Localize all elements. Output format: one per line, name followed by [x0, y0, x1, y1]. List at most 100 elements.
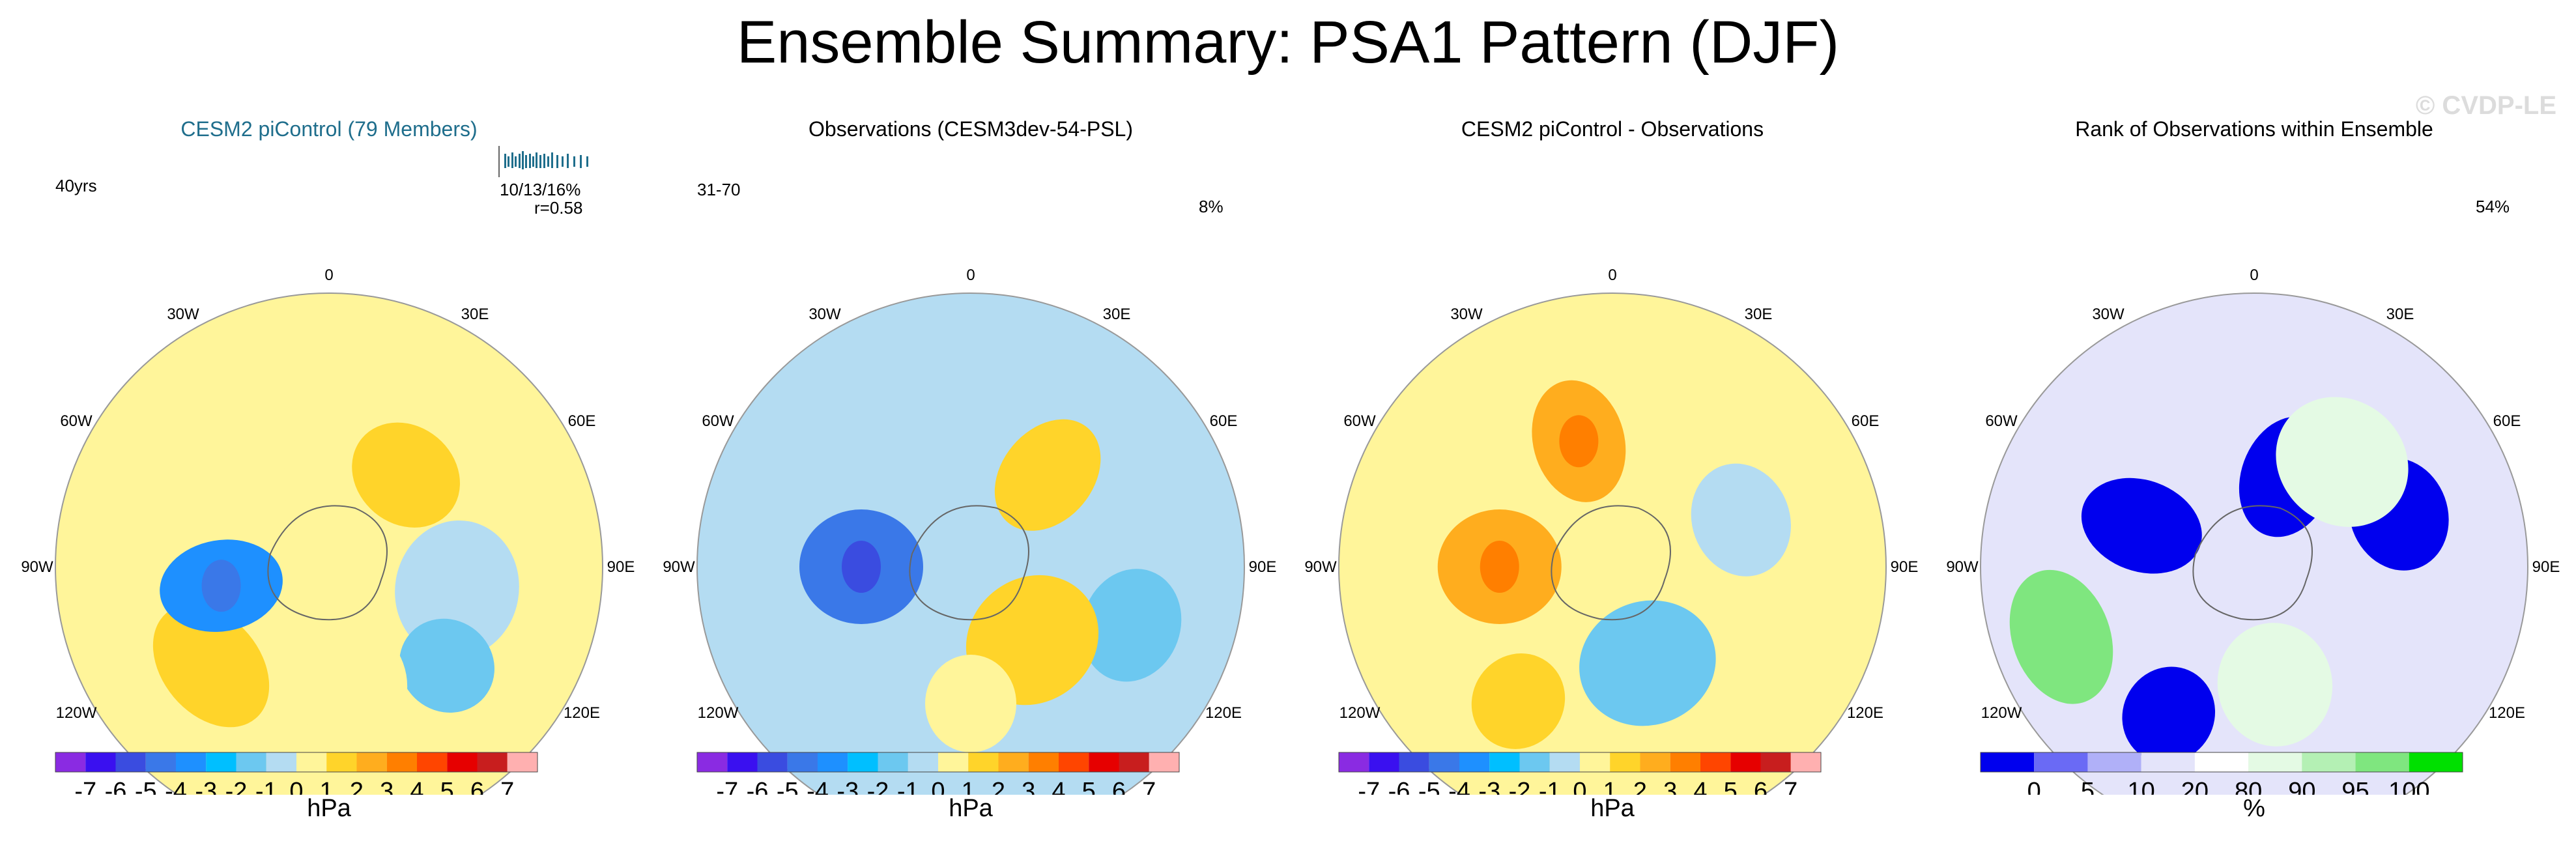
colorbar-units: hPa	[307, 795, 351, 822]
colorbar-bin	[727, 752, 758, 772]
colorbar-bin	[2302, 752, 2356, 772]
colorbar-tick: -6	[105, 778, 127, 795]
page-title: Ensemble Summary: PSA1 Pattern (DJF)	[736, 9, 1840, 76]
field-anomaly	[2122, 666, 2216, 763]
colorbar-bin	[296, 752, 327, 772]
colorbar-bin	[1700, 752, 1731, 772]
colorbar-tick: 7	[1142, 778, 1156, 795]
lon-label: 120W	[56, 704, 97, 722]
colorbar-tick: 4	[410, 778, 423, 795]
colorbar-bin	[1670, 752, 1700, 772]
colorbar-bin	[908, 752, 938, 772]
colorbar-units: hPa	[1590, 795, 1635, 822]
lon-label: 120W	[1339, 704, 1381, 722]
field-anomaly	[1691, 463, 1791, 577]
colorbar-bin	[697, 752, 728, 772]
colorbar-tick: 10	[2128, 778, 2155, 795]
colorbar-bin	[1610, 752, 1640, 772]
lon-label: 90W	[1304, 558, 1337, 576]
colorbar-tick: 5	[440, 778, 454, 795]
lon-label: 30E	[1745, 306, 1773, 323]
years-label: 31-70	[697, 180, 741, 199]
colorbar-tick: 5	[1082, 778, 1096, 795]
lon-label: 60W	[1343, 412, 1376, 430]
panel-ensemble-mean: CESM2 piControl (79 Members) 40yrs 10/13…	[10, 117, 648, 834]
colorbar-bin	[1339, 752, 1369, 772]
colorbar-bin	[176, 752, 207, 772]
panel-difference: CESM2 piControl - Observations 0 30E 60E 90…	[1293, 117, 1932, 834]
panel-rank: Rank of Observations within Ensemble 54%…	[1935, 117, 2573, 834]
colorbar-bin	[85, 752, 116, 772]
colorbar-tick: 3	[1663, 778, 1677, 795]
colorbar-bin	[2355, 752, 2409, 772]
lon-label: 90W	[663, 558, 695, 576]
colorbar-bin	[787, 752, 818, 772]
field-anomaly	[352, 422, 460, 528]
colorbar-tick: 7	[500, 778, 514, 795]
lon-label: 120W	[1981, 704, 2022, 722]
field-anomaly	[2081, 478, 2202, 574]
colorbar-bin	[1730, 752, 1761, 772]
colorbar-tick: -6	[747, 778, 769, 795]
colorbar-bin	[1028, 752, 1059, 772]
colorbar-tick: 4	[1693, 778, 1707, 795]
colorbar-bin	[1790, 752, 1821, 772]
colorbar-bin	[1429, 752, 1459, 772]
colorbar-bin	[2248, 752, 2302, 772]
lon-label: 30W	[2092, 306, 2125, 323]
field-anomaly	[1471, 653, 1566, 749]
lon-label: 60W	[1985, 412, 2018, 430]
colorbar-bin	[326, 752, 357, 772]
field-core	[842, 541, 881, 593]
colorbar-tick: 4	[1052, 778, 1065, 795]
colorbar-bin	[1059, 752, 1089, 772]
lon-label: 0	[1608, 266, 1616, 284]
field-anomaly	[994, 419, 1101, 531]
colorbar-tick: -7	[1358, 778, 1380, 795]
colorbar-bin	[2141, 752, 2195, 772]
colorbar-bin	[848, 752, 878, 772]
colorbar-tick: -6	[1388, 778, 1410, 795]
colorbar-bin	[2034, 752, 2088, 772]
colorbar-bin	[1760, 752, 1791, 772]
colorbar-frame	[1338, 752, 1822, 773]
colorbar-bin	[507, 752, 537, 772]
colorbar-tick: -2	[1509, 778, 1531, 795]
lon-label: 0	[2250, 266, 2258, 284]
colorbar-bin	[1640, 752, 1670, 772]
colorbar-tick: -1	[1539, 778, 1561, 795]
colorbar-tick: 6	[1112, 778, 1126, 795]
field-anomaly	[399, 618, 494, 713]
lon-label: 0	[966, 266, 975, 284]
colorbar-tick: 5	[2081, 778, 2095, 795]
colorbar-tick: 80	[2235, 778, 2262, 795]
colorbar-bin	[938, 752, 969, 772]
colorbar-bin	[1119, 752, 1149, 772]
colorbar-bin	[1399, 752, 1429, 772]
colorbar-tick: -5	[135, 778, 157, 795]
colorbar-tick: 3	[380, 778, 394, 795]
field-anomaly	[925, 655, 1016, 752]
panel-title: CESM2 piControl - Observations	[1461, 117, 1764, 141]
rank-percent: 54%	[2476, 197, 2510, 216]
colorbar-bin	[1459, 752, 1490, 772]
lon-label: 90W	[1946, 558, 1979, 576]
lon-label: 30W	[1450, 306, 1483, 323]
lon-label: 120E	[1847, 704, 1883, 722]
colorbar-bin	[998, 752, 1029, 772]
member-spread-strip	[498, 146, 588, 177]
polar-map: 030E60E90E120E150E180150W120W90W60W30W05…	[1946, 266, 2560, 795]
lon-label: 30E	[1103, 306, 1131, 323]
colorbar-tick: -7	[716, 778, 738, 795]
field-core	[1480, 541, 1519, 593]
colorbar-units: hPa	[949, 795, 993, 822]
colorbar-tick: 5	[1724, 778, 1738, 795]
coastline	[1551, 505, 1671, 621]
colorbar-tick: -7	[74, 778, 96, 795]
colorbar-tick: 3	[1022, 778, 1035, 795]
colorbar-bin	[2409, 752, 2463, 772]
lon-label: 120E	[2489, 704, 2525, 722]
lon-label: 90E	[2532, 558, 2560, 576]
map-background	[1339, 293, 1886, 795]
colorbar-bin	[1089, 752, 1119, 772]
